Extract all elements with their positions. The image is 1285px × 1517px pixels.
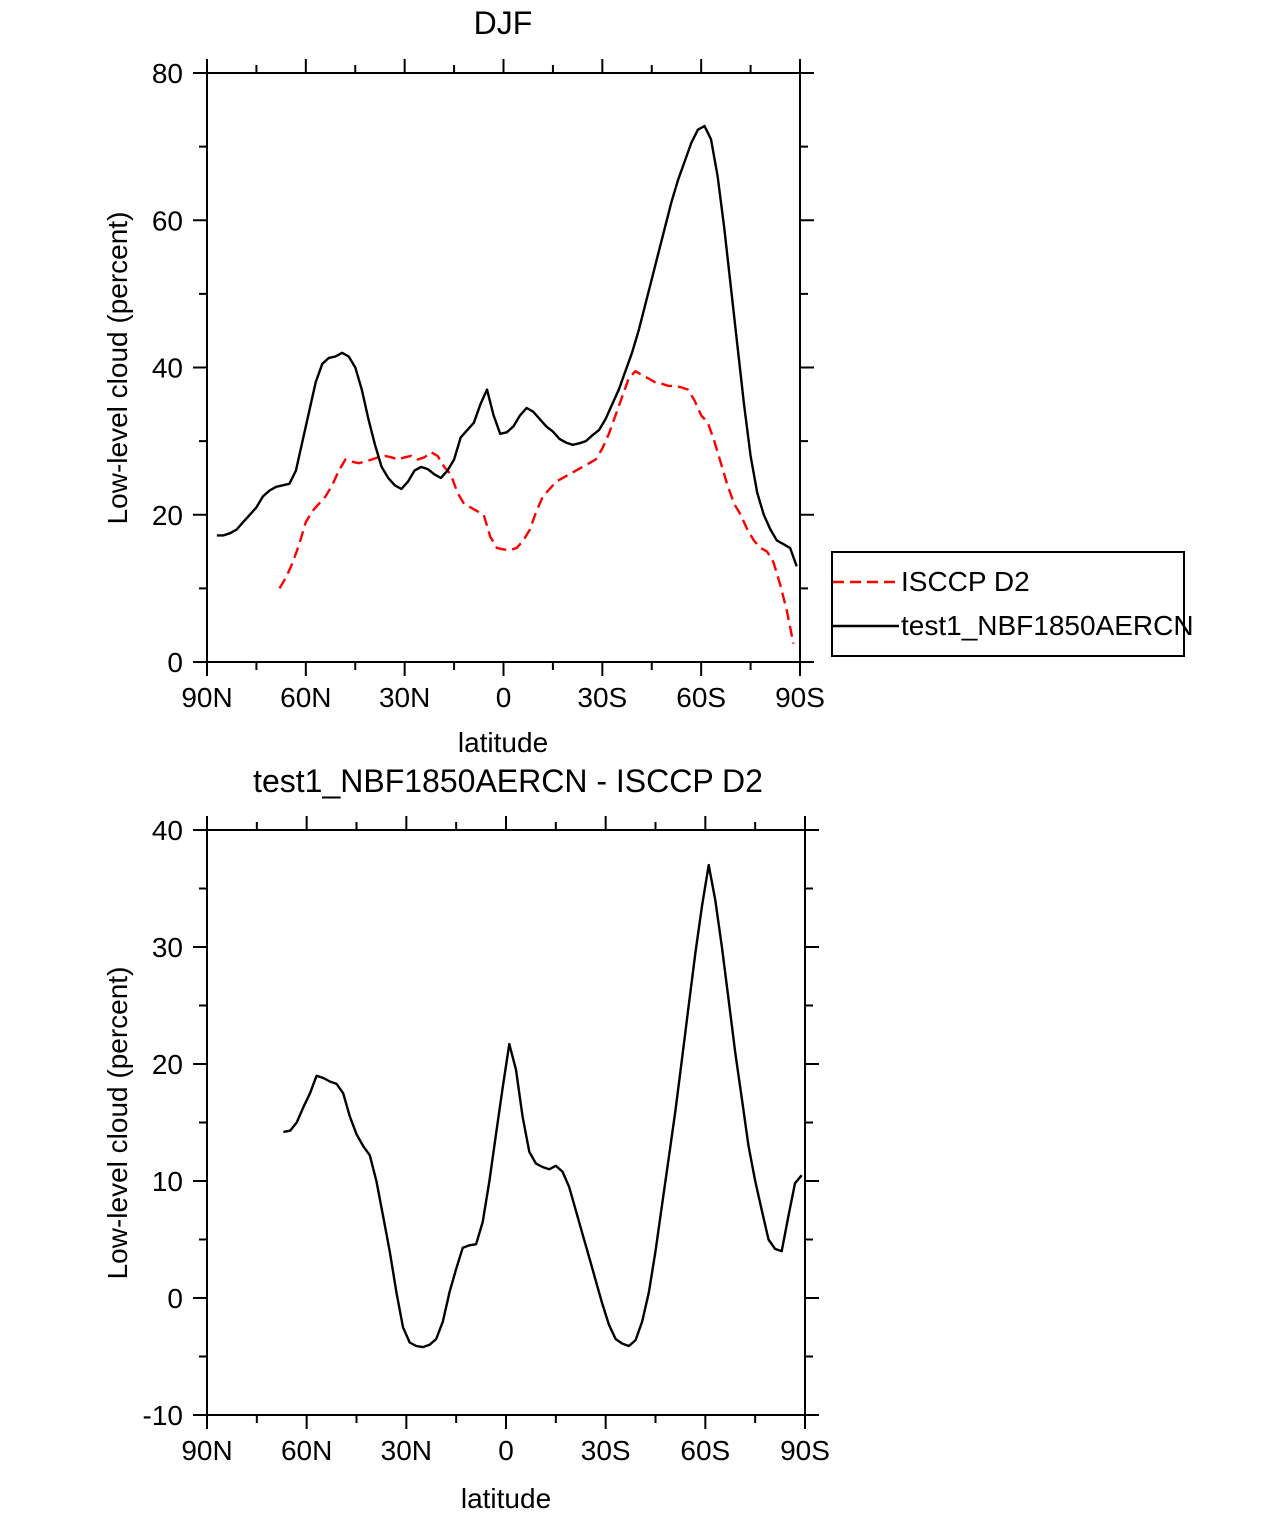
x-axis-label-bottom: latitude	[460, 1483, 552, 1514]
legend: ISCCP D2 test1_NBF1850AERCN	[831, 551, 1194, 657]
legend-entry-test1: test1_NBF1850AERCN	[833, 610, 1194, 642]
legend-line-sample-isccp	[833, 580, 899, 583]
chart-title-difference: test1_NBF1850AERCN - ISCCP D2	[253, 763, 763, 799]
chart-difference: 90N 60N 30N 0 30S 60S 90S -10 0 10 20 30 40	[143, 815, 830, 1466]
y-axis-label-top: Low-level cloud (percent)	[102, 211, 133, 525]
chart-title-djf: DJF	[473, 5, 533, 41]
legend-label-isccp: ISCCP D2	[901, 565, 1030, 597]
y-tick-label: 40	[152, 353, 183, 384]
x-tick-label: 0	[498, 1435, 514, 1466]
y-tick-label: 0	[167, 1283, 183, 1314]
y-tick-label: 80	[152, 58, 183, 89]
series-line	[216, 124, 798, 567]
x-tick-label: 90S	[775, 682, 825, 713]
y-tick-label: 10	[152, 1166, 183, 1197]
x-tick-label: 60S	[676, 682, 726, 713]
legend-line-sample-test1	[833, 625, 899, 628]
y-tick-label: 20	[152, 500, 183, 531]
legend-label-test1: test1_NBF1850AERCN	[901, 610, 1194, 642]
x-tick-label: 30S	[581, 1435, 631, 1466]
x-tick-label: 0	[496, 682, 512, 713]
y-tick-label: 30	[152, 932, 183, 963]
y-tick-label: 20	[152, 1049, 183, 1080]
x-tick-label: 90N	[181, 1435, 232, 1466]
series-line	[283, 863, 803, 1349]
x-tick-label: 60S	[680, 1435, 730, 1466]
x-tick-label: 90N	[181, 682, 232, 713]
chart-djf: 90N 60N 30N 0 30S 60S 90S 0 20 40 60 80	[152, 58, 825, 713]
y-tick-label: -10	[143, 1400, 183, 1431]
x-tick-label: 30N	[381, 1435, 432, 1466]
series-line	[278, 370, 795, 644]
y-tick-label: 0	[167, 647, 183, 678]
legend-entry-isccp: ISCCP D2	[833, 566, 1183, 598]
x-tick-label: 60N	[281, 1435, 332, 1466]
x-axis-label-top: latitude	[457, 727, 549, 758]
x-tick-label: 30S	[577, 682, 627, 713]
plot-frame	[206, 72, 801, 663]
y-tick-label: 60	[152, 205, 183, 236]
x-tick-label: 90S	[780, 1435, 830, 1466]
x-tick-label: 60N	[280, 682, 331, 713]
y-axis-label-bottom: Low-level cloud (percent)	[102, 966, 133, 1280]
x-tick-label: 30N	[379, 682, 430, 713]
y-tick-label: 40	[152, 815, 183, 846]
